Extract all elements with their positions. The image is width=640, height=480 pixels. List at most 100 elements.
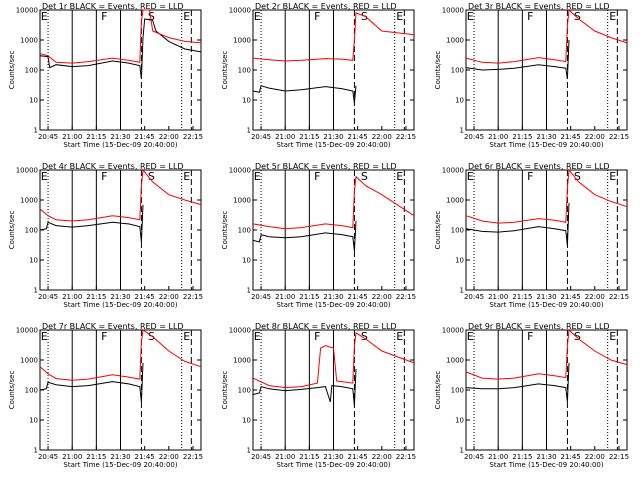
x-tick-label: 22:15: [396, 453, 416, 461]
y-tick-label: 100: [238, 227, 251, 235]
marker-label: F: [527, 330, 533, 343]
y-tick-label: 10: [242, 97, 251, 105]
x-tick-label: 21:15: [86, 453, 106, 461]
lld-series-line: [253, 333, 414, 388]
marker-label: E: [41, 170, 48, 183]
x-tick-label: 21:45: [135, 293, 155, 301]
x-tick-label: 21:45: [135, 453, 155, 461]
y-tick-label: 1: [34, 287, 38, 295]
y-tick-label: 100: [25, 227, 38, 235]
y-tick-label: 1000: [20, 37, 38, 45]
events-series-line: [466, 40, 569, 79]
y-tick-label: 1000: [446, 197, 464, 205]
x-axis-label: Start Time (15-Dec-09 20:40:00): [489, 461, 603, 469]
x-tick-label: 22:15: [396, 293, 416, 301]
x-tick-label: 21:15: [299, 133, 319, 141]
x-tick-label: 20:45: [38, 293, 58, 301]
y-tick-label: 10000: [16, 167, 38, 175]
x-axis-label: Start Time (15-Dec-09 20:40:00): [276, 301, 390, 309]
y-tick-label: 100: [238, 387, 251, 395]
y-tick-label: 100: [25, 387, 38, 395]
x-tick-label: 21:30: [110, 453, 130, 461]
y-tick-label: 10000: [16, 327, 38, 335]
y-tick-label: 1: [34, 127, 38, 135]
events-series-line: [40, 363, 143, 402]
x-tick-label: 21:45: [348, 133, 368, 141]
y-tick-label: 1000: [20, 197, 38, 205]
y-tick-label: 10: [29, 257, 38, 265]
y-tick-label: 10: [455, 417, 464, 425]
x-tick-label: 21:45: [561, 293, 581, 301]
x-tick-label: 20:45: [464, 133, 484, 141]
y-tick-label: 10000: [442, 327, 464, 335]
y-tick-label: 1000: [446, 357, 464, 365]
lld-series-line: [253, 13, 414, 61]
y-tick-label: 10000: [229, 7, 251, 15]
x-axis-label: Start Time (15-Dec-09 20:40:00): [276, 141, 390, 149]
x-tick-label: 21:30: [323, 453, 343, 461]
x-tick-label: 22:00: [159, 293, 179, 301]
y-tick-label: 1: [460, 447, 464, 455]
x-tick-label: 21:00: [275, 293, 295, 301]
x-tick-label: 22:15: [396, 133, 416, 141]
x-tick-label: 21:00: [488, 293, 508, 301]
panel-title: Det 8r BLACK = Events, RED = LLD: [255, 322, 397, 331]
y-tick-label: 10000: [229, 327, 251, 335]
x-tick-label: 21:00: [62, 293, 82, 301]
x-tick-label: 21:15: [86, 133, 106, 141]
y-tick-label: 1000: [446, 37, 464, 45]
x-tick-label: 22:00: [585, 293, 605, 301]
panel-title: Det 2r BLACK = Events, RED = LLD: [255, 2, 397, 11]
y-tick-label: 1000: [233, 197, 251, 205]
panel-title: Det 7r BLACK = Events, RED = LLD: [42, 322, 184, 331]
y-axis-label: Counts/sec: [8, 371, 16, 410]
marker-label: E: [41, 10, 48, 23]
lld-series-line: [466, 330, 627, 379]
x-tick-label: 20:45: [251, 133, 271, 141]
marker-label: S: [574, 330, 581, 343]
marker-label: S: [148, 330, 155, 343]
marker-label: E: [254, 170, 261, 183]
y-tick-label: 1: [460, 287, 464, 295]
x-axis-label: Start Time (15-Dec-09 20:40:00): [63, 301, 177, 309]
y-tick-label: 1: [247, 447, 251, 455]
y-axis-label: Counts/sec: [221, 211, 229, 250]
x-tick-label: 22:00: [585, 133, 605, 141]
x-tick-label: 21:15: [86, 293, 106, 301]
x-tick-label: 21:15: [512, 453, 532, 461]
y-tick-label: 100: [451, 387, 464, 395]
marker-label: S: [361, 330, 368, 343]
x-tick-label: 22:00: [372, 293, 392, 301]
x-tick-label: 21:30: [323, 293, 343, 301]
x-tick-label: 22:00: [159, 133, 179, 141]
marker-label: F: [101, 10, 107, 23]
y-axis-label: Counts/sec: [8, 211, 16, 250]
y-tick-label: 10000: [229, 167, 251, 175]
marker-label: E: [609, 330, 616, 343]
x-tick-label: 22:00: [585, 453, 605, 461]
x-tick-label: 21:45: [135, 133, 155, 141]
x-tick-label: 21:45: [561, 453, 581, 461]
events-series-line: [253, 221, 356, 251]
x-tick-label: 21:15: [512, 133, 532, 141]
y-tick-label: 1: [247, 127, 251, 135]
x-tick-label: 21:30: [110, 133, 130, 141]
marker-label: E: [183, 10, 190, 23]
x-tick-label: 21:45: [348, 293, 368, 301]
lld-series-line: [40, 10, 201, 63]
x-axis-label: Start Time (15-Dec-09 20:40:00): [63, 141, 177, 149]
y-tick-label: 10000: [442, 167, 464, 175]
y-tick-label: 1000: [233, 357, 251, 365]
panel-title: Det 5r BLACK = Events, RED = LLD: [255, 162, 397, 171]
marker-label: E: [467, 10, 474, 23]
marker-label: E: [467, 330, 474, 343]
x-tick-label: 22:00: [159, 453, 179, 461]
